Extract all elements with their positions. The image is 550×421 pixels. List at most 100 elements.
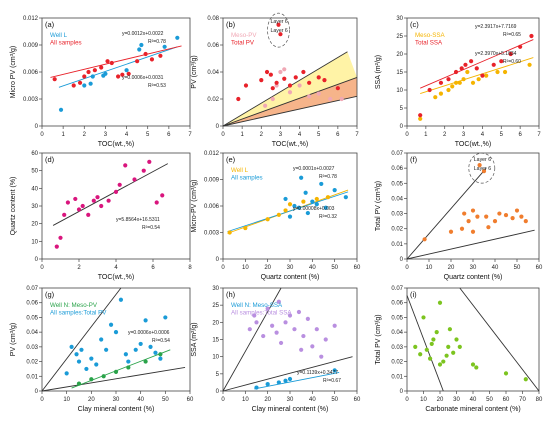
data-point: [297, 83, 302, 88]
data-point: [243, 83, 249, 88]
x-tick-label: 2: [83, 132, 87, 138]
equation-annotation: R²=0.65: [503, 32, 521, 38]
x-tick-label: 6: [336, 132, 340, 138]
fit-line: [406, 229, 535, 260]
data-point: [143, 359, 148, 364]
data-point: [282, 67, 287, 72]
data-point: [270, 323, 275, 328]
data-point: [274, 80, 279, 85]
x-tick-label: 6: [167, 132, 171, 138]
x-tick-label: 50: [486, 397, 493, 403]
y-axis-label: Micro PV (cm³/g): [10, 46, 17, 99]
data-point: [89, 377, 94, 382]
y-tick-label: 0.01: [391, 374, 403, 380]
legend-entry: All samples:Total PV: [50, 310, 107, 317]
data-point: [527, 62, 532, 67]
data-point: [328, 96, 333, 102]
equation-annotation: y=0.0001x+0.0027: [293, 166, 335, 172]
data-point: [462, 211, 467, 216]
data-point: [99, 65, 104, 70]
data-point: [254, 385, 259, 390]
x-axis-label: TOC(wt.,%): [272, 141, 308, 148]
data-point: [444, 353, 449, 358]
fit-line: [254, 372, 340, 390]
x-tick-label: 3: [279, 132, 283, 138]
x-tick-label: 60: [503, 397, 510, 403]
data-point: [529, 33, 534, 39]
data-point: [418, 352, 423, 357]
panel-g: 0 10 20 30 40 50 60 0 0.01 0.02 0.03 0.04 0.05 0.06 0.…: [10, 286, 194, 413]
data-point: [413, 344, 418, 349]
y-tick-label: 0.07: [26, 286, 38, 292]
x-tick-label: 0: [221, 132, 225, 138]
data-point: [141, 168, 146, 173]
x-tick-label: 60: [536, 265, 543, 271]
panel-i: 0 10 20 30 40 50 60 70 80 0 0.01 0.02 0.03 0.04 0.05 0.…: [375, 286, 543, 413]
x-tick-label: 40: [309, 265, 316, 271]
data-point: [123, 352, 128, 357]
data-point: [447, 327, 452, 332]
data-point: [463, 62, 468, 67]
data-point: [259, 78, 264, 83]
data-point: [92, 68, 97, 73]
x-tick-label: 30: [113, 397, 120, 403]
data-point: [77, 80, 83, 85]
data-point: [158, 352, 163, 357]
x-tick-label: 30: [287, 265, 294, 271]
x-tick-label: 4: [125, 132, 129, 138]
data-point: [158, 53, 163, 58]
data-point: [323, 205, 328, 210]
data-point: [428, 356, 433, 361]
x-tick-label: 20: [88, 397, 95, 403]
data-point: [79, 347, 84, 352]
data-point: [69, 344, 74, 349]
data-point: [65, 200, 70, 205]
y-axis-label: PV (cm³/g): [191, 55, 198, 88]
x-tick-label: 40: [309, 397, 316, 403]
data-point: [158, 356, 163, 361]
panel-label: (b): [226, 20, 236, 29]
data-point: [319, 354, 324, 359]
legend-entry: Well N: Meso-SSA: [231, 302, 283, 309]
data-point: [480, 73, 485, 78]
data-point: [303, 190, 308, 195]
data-point: [54, 244, 59, 249]
data-point: [123, 163, 128, 168]
fit-line: [71, 349, 171, 389]
data-point: [52, 77, 57, 82]
data-point: [486, 225, 491, 230]
data-point: [89, 356, 94, 361]
y-tick-label: 0.02: [391, 360, 403, 366]
fit-line: [58, 46, 178, 88]
x-axis-label: TOC(wt.,%): [455, 141, 491, 148]
fit-line: [222, 287, 282, 392]
data-point: [58, 107, 64, 112]
data-point: [437, 300, 443, 305]
data-point: [263, 103, 268, 108]
legend-entry: All samples:Total SSA: [231, 310, 292, 317]
panel-c: 0 1 2 3 4 5 6 7 0 5 10 15 20 25 30 TOC(wt.,%) SSA (m²/g)…: [375, 16, 541, 148]
data-point: [135, 59, 140, 64]
x-tick-label: 50: [331, 265, 338, 271]
x-tick-label: 7: [355, 132, 359, 138]
data-point: [118, 297, 124, 302]
data-point: [484, 73, 489, 78]
x-tick-label: 30: [470, 265, 477, 271]
data-point: [113, 369, 119, 374]
data-point: [514, 208, 520, 213]
y-tick-label: 0.08: [207, 16, 219, 22]
x-tick-label: 0: [221, 265, 225, 271]
y-axis-label: Quartz content (%): [10, 177, 17, 236]
y-tick-label: 5: [400, 106, 404, 112]
data-point: [91, 198, 96, 203]
y-tick-label: 50: [31, 169, 38, 175]
equation-annotation: y=2.3970x+5.1834: [475, 51, 517, 57]
data-point: [283, 208, 288, 213]
panel-b: 0 1 2 3 4 5 6 7 0 0.02 0.04 0.06 0.08 TOC(wt.,%) PV (c…: [191, 12, 359, 148]
data-point: [74, 352, 79, 357]
y-tick-label: 0.06: [391, 166, 403, 172]
x-tick-label: 5: [146, 132, 150, 138]
data-point: [86, 69, 91, 75]
data-point: [503, 371, 509, 376]
data-point: [457, 80, 462, 85]
